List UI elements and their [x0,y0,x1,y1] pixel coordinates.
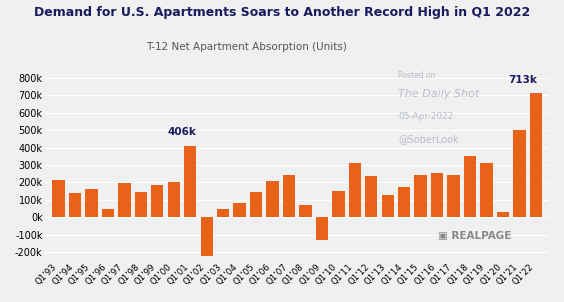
Bar [513,130,526,217]
Bar [381,195,394,217]
Bar [151,185,164,217]
Bar [398,187,411,217]
Bar [118,183,131,217]
Text: Demand for U.S. Apartments Soars to Another Record High in Q1 2022: Demand for U.S. Apartments Soars to Anot… [34,6,530,19]
Bar [349,163,361,217]
Text: The Daily Shot: The Daily Shot [398,89,479,99]
Bar [447,175,460,217]
Bar [85,189,98,217]
Bar [184,146,196,217]
Bar [168,182,180,217]
Bar [266,181,279,217]
Bar [201,217,213,256]
Bar [69,193,81,217]
Bar [283,175,295,217]
Bar [217,209,230,217]
Bar [233,204,246,217]
Bar [497,212,509,217]
Text: T-12 Net Apartment Absorption (Units): T-12 Net Apartment Absorption (Units) [147,42,347,52]
Text: ▣ REALPAGE: ▣ REALPAGE [438,231,512,242]
Bar [316,217,328,240]
Text: 713k: 713k [508,75,537,85]
Text: @SoberLook: @SoberLook [398,134,459,144]
Bar [530,93,542,217]
Bar [332,191,345,217]
Bar [431,173,443,217]
Text: Posted on: Posted on [398,71,435,80]
Bar [299,205,311,217]
Bar [365,176,377,217]
Bar [250,192,262,217]
Bar [464,156,476,217]
Bar [135,192,147,217]
Text: 05-Apr-2022: 05-Apr-2022 [398,112,453,121]
Bar [102,209,114,217]
Text: 406k: 406k [168,127,196,137]
Bar [52,180,65,217]
Bar [415,175,427,217]
Bar [481,163,492,217]
